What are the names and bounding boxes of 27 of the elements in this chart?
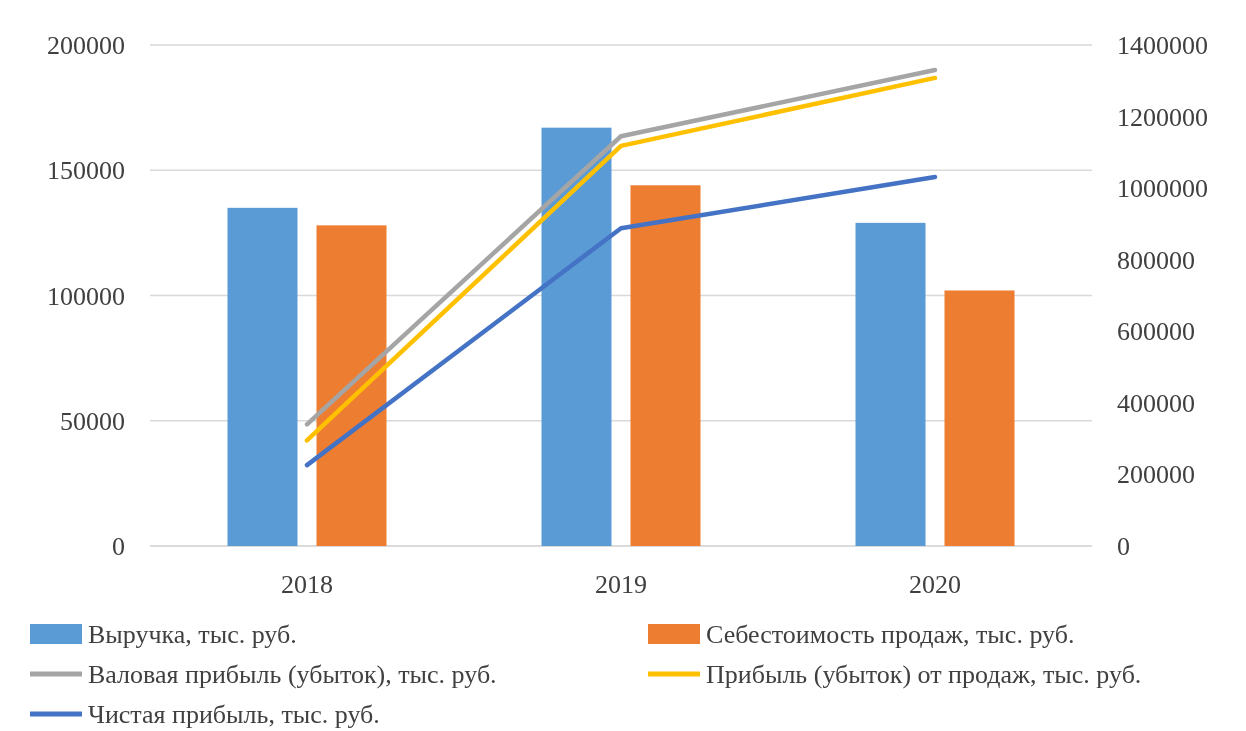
y2-tick-label: 1400000 <box>1117 31 1208 60</box>
legend-label: Валовая прибыль (убыток), тыс. руб. <box>88 660 497 689</box>
bar <box>630 185 701 546</box>
bar <box>227 207 298 546</box>
y2-tick-label: 600000 <box>1117 317 1195 347</box>
y-tick-label: 200000 <box>47 31 125 60</box>
y2-tick-label: 800000 <box>1117 245 1195 275</box>
x-tick-label: 2018 <box>281 570 333 599</box>
legend-label: Выручка, тыс. руб. <box>88 620 297 649</box>
legend-label: Чистая прибыль, тыс. руб. <box>88 700 380 729</box>
bar <box>944 290 1015 546</box>
bar <box>541 127 612 546</box>
y2-tick-label: 400000 <box>1117 388 1195 418</box>
y2-tick-label: 1200000 <box>1117 102 1208 132</box>
x-tick-label: 2019 <box>595 570 647 599</box>
y-tick-label: 100000 <box>47 281 125 311</box>
bar <box>316 225 387 546</box>
legend-label: Себестоимость продаж, тыс. руб. <box>706 620 1075 649</box>
y2-tick-label: 1000000 <box>1117 174 1208 204</box>
y-tick-label: 50000 <box>60 406 125 436</box>
x-tick-label: 2020 <box>909 570 961 599</box>
legend-label: Прибыль (убыток) от продаж, тыс. руб. <box>706 660 1142 689</box>
y2-tick-label: 0 <box>1117 532 1130 561</box>
y-tick-label: 0 <box>112 532 125 561</box>
bar <box>855 222 926 546</box>
y-tick-label: 150000 <box>47 156 125 186</box>
y2-tick-label: 200000 <box>1117 460 1195 490</box>
